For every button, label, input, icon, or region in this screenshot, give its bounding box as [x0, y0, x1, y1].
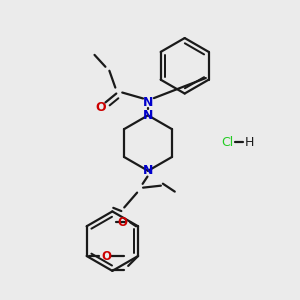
Text: O: O [101, 250, 111, 262]
Text: N: N [143, 164, 153, 177]
Text: N: N [143, 96, 153, 109]
Text: H: H [244, 136, 254, 148]
Text: O: O [117, 216, 127, 229]
Text: Cl: Cl [221, 136, 233, 148]
Text: N: N [143, 109, 153, 122]
Text: O: O [95, 101, 106, 114]
